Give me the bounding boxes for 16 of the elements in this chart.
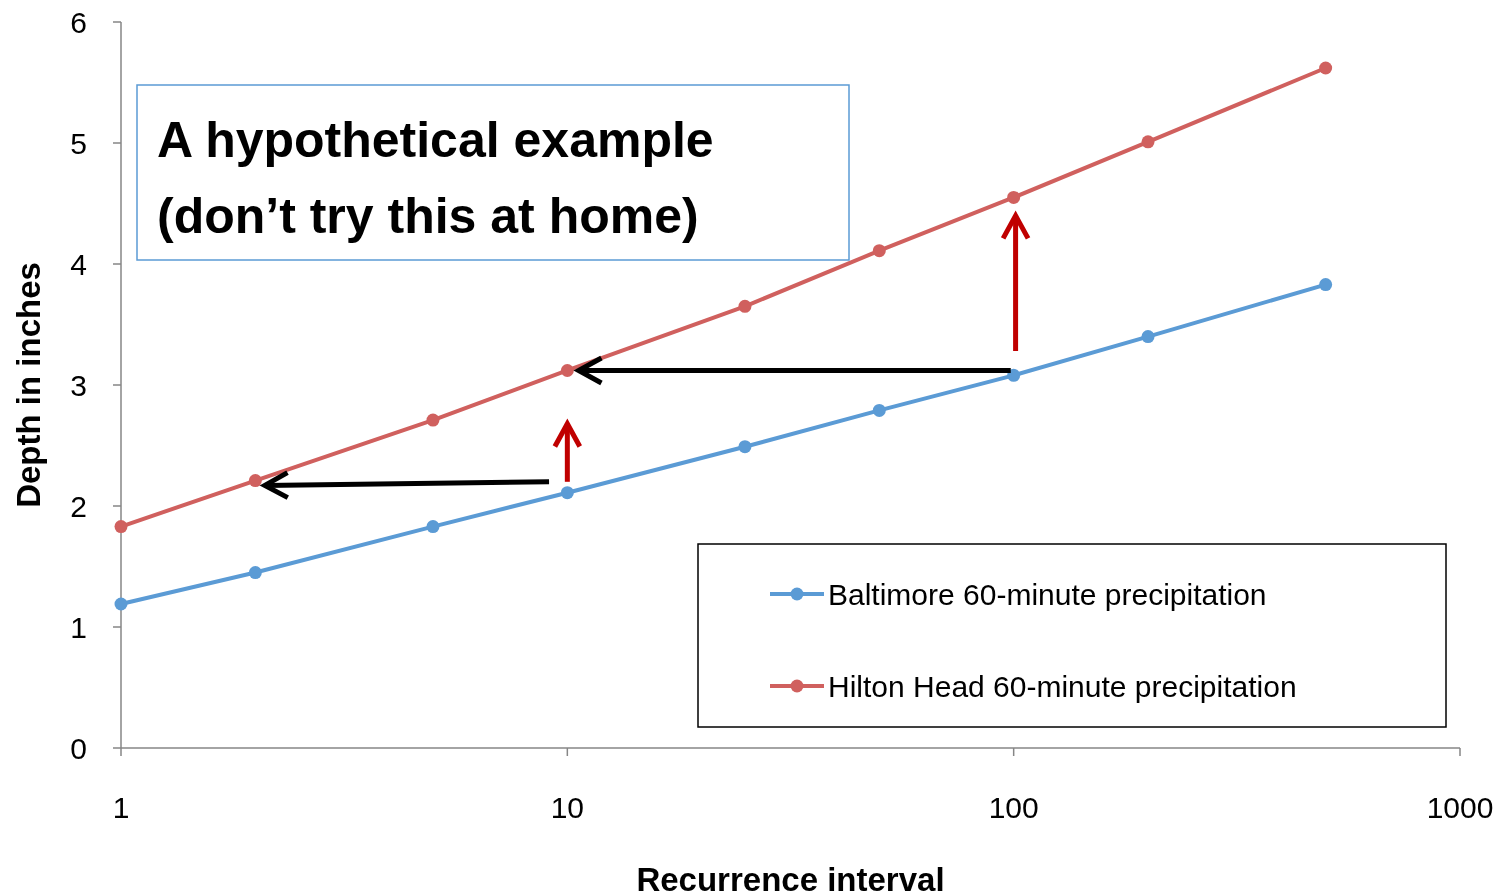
y-tick-label: 4 <box>70 247 87 281</box>
x-tick-label: 100 <box>988 791 1039 824</box>
y-tick-label: 3 <box>70 368 87 402</box>
x-tick-label: 1000 <box>1426 791 1494 824</box>
x-tick-label: 10 <box>550 791 585 824</box>
y-axis-title: Depth in inches <box>10 262 47 508</box>
y-tick-label: 1 <box>70 610 87 644</box>
legend-label: Baltimore 60-minute precipitation <box>828 577 1267 611</box>
annotation: A hypothetical example (don’t try this at home) <box>157 112 714 244</box>
x-tick-label: 1 <box>112 791 130 824</box>
x-axis-title: Recurrence interval <box>636 861 945 893</box>
legend-label: Hilton Head 60-minute precipitation <box>828 669 1297 703</box>
y-tick-label: 0 <box>70 731 87 765</box>
y-tick-label: 6 <box>70 5 87 39</box>
y-tick-label: 2 <box>70 489 87 523</box>
y-tick-label: 5 <box>70 126 87 160</box>
